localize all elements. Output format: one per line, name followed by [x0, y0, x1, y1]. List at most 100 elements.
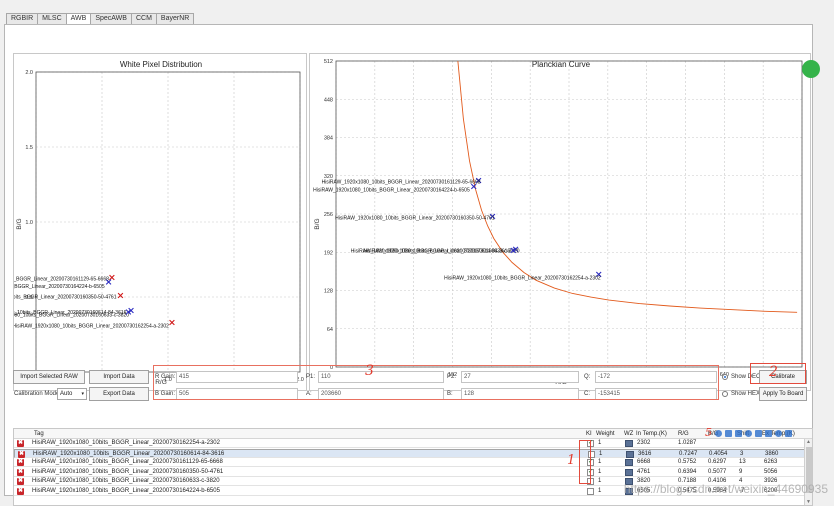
annotation-number: 3: [365, 363, 374, 379]
shift-cell: 3: [740, 450, 744, 457]
table-row[interactable]: ✖ HisiRAW_1920x1080_10bits_BGGR_Linear_20…: [14, 468, 805, 477]
data-point[interactable]: HisiRAW_1920x1080_10bits_BGGR_Linear_202…: [444, 271, 602, 281]
save-icon[interactable]: [755, 430, 762, 437]
ki-checkbox[interactable]: [588, 450, 595, 458]
table-row[interactable]: ✖ HisiRAW_1920x1080_10bits_BGGR_Linear_20…: [14, 439, 805, 448]
table-row[interactable]: ✖ HisiRAW_1920x1080_10bits_BGGR_Linear_20…: [14, 448, 805, 458]
col-ki[interactable]: KI: [586, 431, 592, 437]
show-hex-radio[interactable]: [722, 391, 728, 397]
weight-cell[interactable]: 1: [598, 459, 602, 466]
data-points: 1920x1080_10bits_BGGR_Linear_20200730161…: [0, 274, 175, 330]
scrollbar-thumb[interactable]: [806, 447, 812, 493]
q-input[interactable]: -172: [595, 371, 717, 383]
y-tick-label: 384: [324, 136, 333, 142]
shift-cell: 13: [739, 459, 746, 466]
col-bg[interactable]: B/G: [708, 431, 719, 437]
axes: 0.00.51.01.52.00.00.51.01.52.0: [25, 70, 303, 383]
grid: [335, 60, 803, 368]
y-tick-label: 512: [324, 59, 333, 65]
settings-icon[interactable]: [735, 430, 742, 437]
white-pixel-plot: White Pixel Distribution R/G B/G 0.00.51…: [0, 60, 304, 386]
table-row[interactable]: ✖ HisiRAW_1920x1080_10bits_BGGR_Linear_20…: [14, 487, 805, 496]
annotation-number: 1: [567, 453, 576, 468]
wz-button[interactable]: [625, 440, 633, 447]
refresh-icon[interactable]: [725, 430, 732, 437]
chevron-down-icon: ▾: [81, 391, 84, 397]
plot-border: [335, 60, 803, 368]
wz-button[interactable]: [625, 478, 633, 486]
data-point[interactable]: HisiRAW_1920x1080_10bits_BGGR_Linear_202…: [313, 183, 477, 194]
ki-checkbox[interactable]: [587, 488, 594, 495]
point-label: HisiRAW_1920x1080_10bits_BGGR_Linear_202…: [322, 180, 481, 186]
show-dec-radio[interactable]: [722, 374, 728, 380]
export-icon[interactable]: [765, 430, 772, 437]
wz-button[interactable]: [625, 468, 633, 476]
point-marker: [169, 319, 175, 326]
tag-cell: HisiRAW_1920x1080_10bits_BGGR_Linear_202…: [32, 488, 220, 494]
col-tag[interactable]: Tag: [34, 431, 44, 437]
r-gain-input[interactable]: 415: [176, 371, 298, 383]
weight-cell[interactable]: 1: [598, 478, 602, 485]
weight-cell[interactable]: 1: [598, 440, 602, 446]
delete-icon[interactable]: [715, 430, 722, 437]
calibration-mode-select[interactable]: Auto ▾: [57, 388, 87, 400]
data-point[interactable]: HisiRAW_1920x1080_10bits_BGGR_Linear_202…: [335, 213, 496, 221]
y-tick-label: 0.5: [25, 295, 33, 301]
y-tick-label: 64: [327, 327, 333, 333]
p2-input[interactable]: 27: [461, 371, 579, 383]
in-temp-cell: 6505: [637, 488, 651, 494]
wz-button[interactable]: [625, 488, 633, 495]
col-wz[interactable]: WZ: [624, 431, 634, 437]
col-in-temp[interactable]: In Temp.(K): [636, 431, 667, 437]
delete-row-icon[interactable]: ✖: [17, 459, 24, 467]
data-point[interactable]: HisiRAW_1920x1080_10bits_BGGR_Linear_202…: [322, 177, 482, 186]
x-tick-label: 1.0: [164, 377, 172, 383]
export-data-button[interactable]: Export Data: [89, 387, 149, 401]
y-tick-label: 1.5: [25, 145, 33, 151]
b-gain-label: B Gain:: [155, 391, 176, 397]
table-row[interactable]: ✖ HisiRAW_1920x1080_10bits_BGGR_Linear_20…: [14, 458, 805, 468]
data-point[interactable]: HisiRAW_1920x1080_10bits_BGGR_Linear_202…: [12, 319, 175, 330]
info-icon[interactable]: [745, 430, 752, 437]
delete-row-icon[interactable]: ✖: [17, 488, 24, 495]
data-point[interactable]: HisiRAW_1920x1080_10bits_BGGR_Linear_202…: [351, 247, 516, 254]
y-tick-label: 448: [324, 97, 333, 103]
import-selected-raw-button[interactable]: Import Selected RAW: [13, 370, 85, 384]
wz-button[interactable]: [625, 459, 633, 467]
wz-button[interactable]: [626, 450, 634, 458]
data-point[interactable]: 1920x1080_10bits_BGGR_Linear_20200730164…: [0, 279, 112, 290]
filter-icon[interactable]: [775, 430, 782, 437]
plot-border: [35, 71, 301, 373]
data-point[interactable]: 1920x1080_10bits_BGGR_Linear_20200730161…: [0, 274, 115, 283]
col-rg[interactable]: R/G: [678, 431, 689, 437]
apply-to-board-button[interactable]: Apply To Board: [759, 387, 807, 401]
col-weight[interactable]: Weight: [596, 431, 615, 437]
point-marker: [128, 307, 134, 314]
data-point[interactable]: 1920x1080_10bits_BGGR_Linear_20200730160…: [0, 309, 132, 316]
p1-input[interactable]: 110: [318, 371, 444, 383]
import-data-button[interactable]: Import Data: [89, 370, 149, 384]
weight-cell[interactable]: 1: [599, 450, 603, 457]
grid-icon[interactable]: [785, 430, 792, 437]
point-label: 1920x1080_10bits_BGGR_Linear_20200730160…: [14, 313, 129, 319]
delete-row-icon[interactable]: ✖: [18, 450, 25, 458]
data-point[interactable]: 1920x1080_10bits_BGGR_Linear_20200730160…: [0, 307, 134, 319]
point-label: HisiRAW_1920x1080_10bits_BGGR_Linear_202…: [351, 248, 511, 254]
col-shift[interactable]: Shift: [737, 431, 750, 437]
point-marker: [125, 309, 132, 315]
delete-row-icon[interactable]: ✖: [17, 440, 24, 447]
awb-panel: White Pixel Distribution R/G B/G 0.00.51…: [0, 24, 820, 506]
floating-assistant-icon[interactable]: [802, 60, 820, 78]
annotation-box-params: [153, 365, 719, 400]
bg-cell: 0.4106: [708, 478, 727, 485]
tag-cell: HisiRAW_1920x1080_10bits_BGGR_Linear_202…: [32, 478, 220, 485]
data-point[interactable]: 1920x1080_10bits_BGGR_Linear_20200730160…: [0, 292, 124, 301]
delete-row-icon[interactable]: ✖: [17, 478, 24, 486]
weight-cell[interactable]: 1: [598, 468, 602, 475]
scroll-up-icon[interactable]: ▲: [806, 439, 811, 445]
point-marker: [117, 292, 124, 299]
weight-cell[interactable]: 1: [598, 488, 602, 494]
rg-cell: 0.7247: [679, 450, 698, 457]
delete-row-icon[interactable]: ✖: [17, 468, 24, 476]
point-label: HisiRAW_1920x1080_10bits_BGGR_Linear_202…: [313, 188, 470, 194]
